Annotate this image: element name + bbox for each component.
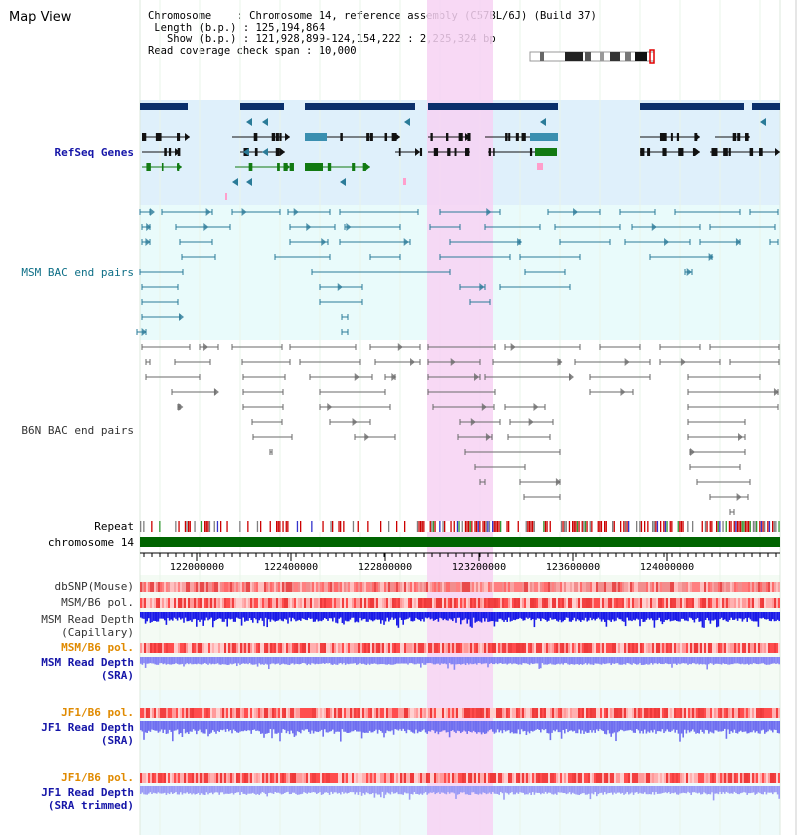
axis-tick-label: 122000000 [170, 562, 224, 573]
axis-tick-label: 123600000 [546, 562, 600, 573]
refseq-gene-bar [752, 103, 780, 110]
track-label-msm-bac[interactable]: MSM BAC end pairs [21, 266, 134, 279]
coverage-value: 10,000 [318, 44, 357, 57]
refseq-gene-bar [428, 103, 558, 110]
track-label-dbsnp[interactable]: dbSNP(Mouse) [54, 580, 134, 593]
track-label-jf1-depth-trim-sub: (SRA trimmed) [47, 799, 134, 812]
track-label-refseq[interactable]: RefSeq Genes [54, 146, 134, 159]
track-label-b6n-bac[interactable]: B6N BAC end pairs [21, 424, 134, 437]
track-label-msm-pol-1[interactable]: MSM/B6 pol. [61, 596, 134, 609]
track-label-repeat[interactable]: Repeat [94, 520, 134, 533]
track-label-jf1-pol-2[interactable]: JF1/B6 pol. [61, 771, 134, 784]
refseq-gene-bar [305, 103, 415, 110]
chromosome-info: Chromosome : Chromosome 14, reference as… [148, 10, 597, 57]
refseq-gene-bar [640, 103, 744, 110]
ideogram-position-marker [649, 49, 655, 64]
refseq-gene-bar [240, 103, 284, 110]
axis-tick-label: 124000000 [640, 562, 694, 573]
axis-tick-label: 123200000 [452, 562, 506, 573]
axis-tick-label: 122800000 [358, 562, 412, 573]
track-label-jf1-depth-trim[interactable]: JF1 Read Depth [41, 786, 134, 799]
track-label-jf1-depth-sra-sub: (SRA) [100, 734, 134, 747]
track-label-msm-depth-sra-sub: (SRA) [100, 669, 134, 682]
track-label-chromosome: chromosome 14 [47, 536, 134, 549]
coverage-label: Read coverage check span [148, 44, 300, 57]
track-label-msm-pol-2[interactable]: MSM/B6 pol. [61, 641, 134, 654]
axis-tick-label: 122400000 [264, 562, 318, 573]
refseq-gene-bar [140, 103, 188, 110]
repeat-track [140, 521, 780, 532]
track-label-jf1-pol-1[interactable]: JF1/B6 pol. [61, 706, 134, 719]
track-label-msm-depth-cap[interactable]: MSM Read Depth [41, 613, 134, 626]
length-label: Length (b.p.) [154, 21, 237, 34]
track-label-msm-depth-cap-sub: (Capillary) [61, 626, 134, 639]
track-label-msm-depth-sra[interactable]: MSM Read Depth [41, 656, 134, 669]
length-value: 125,194,864 [255, 21, 326, 34]
show-label: Show (b.p.) [166, 33, 237, 45]
chromosome-label: Chromosome [148, 10, 212, 22]
track-label-jf1-depth-sra[interactable]: JF1 Read Depth [41, 721, 134, 734]
page-title: Map View [9, 10, 72, 25]
chromosome-bar [140, 537, 780, 547]
